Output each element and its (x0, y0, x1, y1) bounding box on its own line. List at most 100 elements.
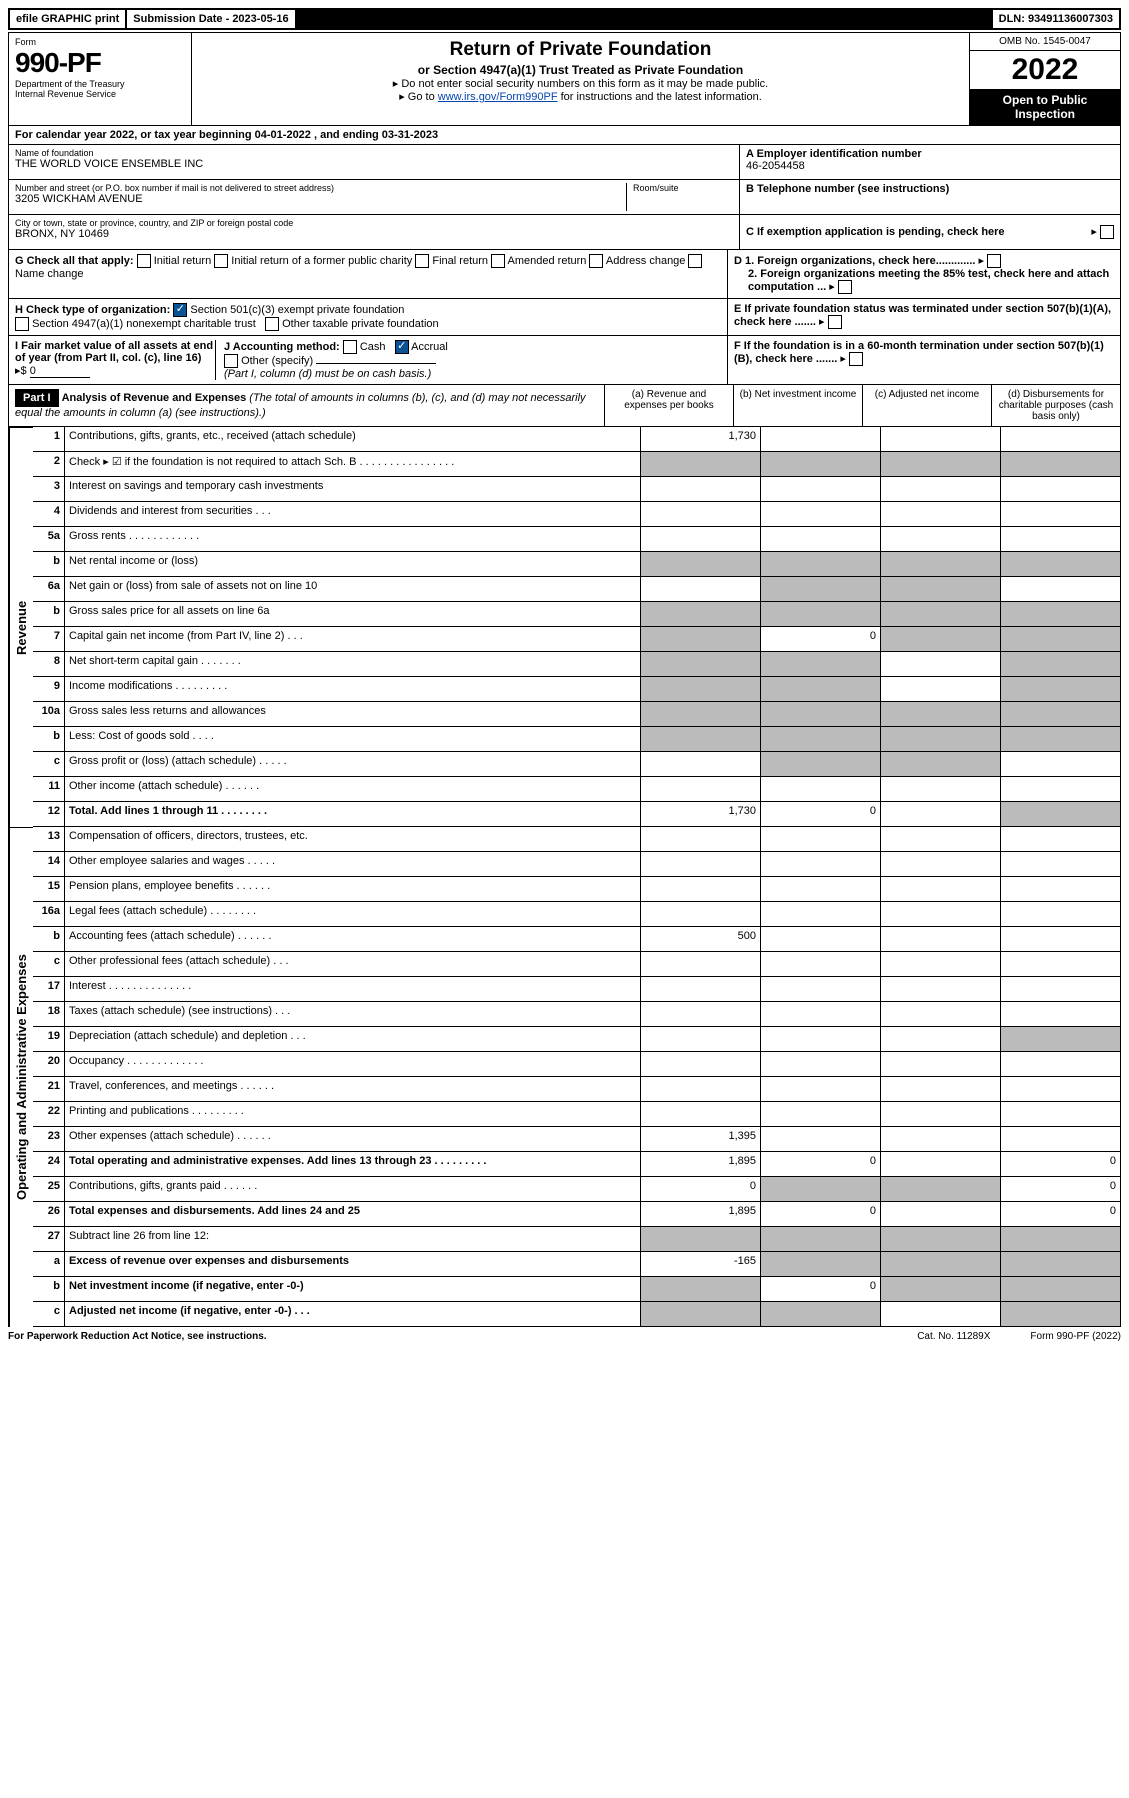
cell-d: 0 (1001, 1152, 1121, 1177)
foundation-name: THE WORLD VOICE ENSEMBLE INC (15, 158, 733, 170)
e-label: E If private foundation status was termi… (734, 303, 1111, 328)
cell-c (881, 552, 1001, 577)
cell-d: 0 (1001, 1177, 1121, 1202)
cell-d (1001, 527, 1121, 552)
g-option-checkbox[interactable] (589, 254, 603, 268)
h-501c3-checkbox[interactable]: ✓ (173, 303, 187, 317)
g-option-checkbox[interactable] (491, 254, 505, 268)
cell-a: 500 (641, 927, 761, 952)
line-description: Legal fees (attach schedule) . . . . . .… (65, 902, 641, 927)
j-accrual-checkbox[interactable]: ✓ (395, 340, 409, 354)
j-cash-checkbox[interactable] (343, 340, 357, 354)
line-description: Dividends and interest from securities .… (65, 502, 641, 527)
form-number: 990-PF (15, 47, 185, 79)
cell-c (881, 977, 1001, 1002)
city-state-zip: BRONX, NY 10469 (15, 228, 733, 240)
cell-c (881, 1127, 1001, 1152)
line-number: 11 (33, 777, 65, 802)
h-4947-checkbox[interactable] (15, 317, 29, 331)
g-option-checkbox[interactable] (688, 254, 702, 268)
line-number: 14 (33, 852, 65, 877)
g-option-checkbox[interactable] (214, 254, 228, 268)
line-number: 21 (33, 1077, 65, 1102)
cell-b (761, 577, 881, 602)
line-number: 7 (33, 627, 65, 652)
calendar-year: For calendar year 2022, or tax year begi… (8, 126, 1121, 145)
line-number: 19 (33, 1027, 65, 1052)
cell-c (881, 1302, 1001, 1327)
g-label: G Check all that apply: (15, 255, 134, 267)
line-number: 23 (33, 1127, 65, 1152)
line-description: Excess of revenue over expenses and disb… (65, 1252, 641, 1277)
cell-b (761, 952, 881, 977)
cell-d (1001, 752, 1121, 777)
cell-a (641, 1002, 761, 1027)
part1-header: Part I Analysis of Revenue and Expenses … (8, 385, 1121, 427)
line-description: Interest on savings and temporary cash i… (65, 477, 641, 502)
line-description: Total. Add lines 1 through 11 . . . . . … (65, 802, 641, 827)
line-number: 12 (33, 802, 65, 827)
line-number: 26 (33, 1202, 65, 1227)
pending-checkbox[interactable] (1100, 225, 1114, 239)
cell-a (641, 452, 761, 477)
cell-d (1001, 427, 1121, 452)
f-checkbox[interactable] (849, 352, 863, 366)
cell-a: 1,395 (641, 1127, 761, 1152)
line-number: c (33, 752, 65, 777)
d1-checkbox[interactable] (987, 254, 1001, 268)
line-number: 20 (33, 1052, 65, 1077)
col-b-header: (b) Net investment income (733, 385, 862, 426)
cell-d (1001, 627, 1121, 652)
cell-b (761, 1052, 881, 1077)
cell-a (641, 877, 761, 902)
city-label: City or town, state or province, country… (15, 218, 733, 228)
d1-label: D 1. Foreign organizations, check here..… (734, 255, 975, 267)
line-description: Other employee salaries and wages . . . … (65, 852, 641, 877)
form-subtitle: or Section 4947(a)(1) Trust Treated as P… (200, 63, 961, 77)
cell-d (1001, 902, 1121, 927)
line-number: 22 (33, 1102, 65, 1127)
line-description: Occupancy . . . . . . . . . . . . . (65, 1052, 641, 1077)
irs-link[interactable]: www.irs.gov/Form990PF (438, 91, 558, 103)
line-description: Printing and publications . . . . . . . … (65, 1102, 641, 1127)
cell-d (1001, 1002, 1121, 1027)
cell-a (641, 1227, 761, 1252)
cell-d (1001, 702, 1121, 727)
cell-a: 1,895 (641, 1202, 761, 1227)
efile-label[interactable]: efile GRAPHIC print (10, 10, 125, 28)
cell-c (881, 627, 1001, 652)
entity-info: Name of foundation THE WORLD VOICE ENSEM… (8, 145, 1121, 250)
part1-label: Part I (15, 389, 59, 407)
line-description: Net investment income (if negative, ente… (65, 1277, 641, 1302)
cell-b (761, 502, 881, 527)
cell-c (881, 602, 1001, 627)
top-bar: efile GRAPHIC print Submission Date - 20… (8, 8, 1121, 30)
cell-d (1001, 852, 1121, 877)
cell-a (641, 1102, 761, 1127)
cell-a (641, 777, 761, 802)
cell-a: -165 (641, 1252, 761, 1277)
j-other-checkbox[interactable] (224, 354, 238, 368)
d2-checkbox[interactable] (838, 280, 852, 294)
g-option-checkbox[interactable] (137, 254, 151, 268)
cell-a (641, 502, 761, 527)
cell-b: 0 (761, 1277, 881, 1302)
line-number: 10a (33, 702, 65, 727)
cell-c (881, 477, 1001, 502)
cell-b (761, 1102, 881, 1127)
line-description: Accounting fees (attach schedule) . . . … (65, 927, 641, 952)
cell-d (1001, 1102, 1121, 1127)
cell-d (1001, 577, 1121, 602)
form-label: Form (15, 37, 185, 47)
cell-b (761, 977, 881, 1002)
cell-d (1001, 827, 1121, 852)
fmv-value: 0 (30, 365, 90, 378)
h-other-checkbox[interactable] (265, 317, 279, 331)
line-number: b (33, 1277, 65, 1302)
g-option-checkbox[interactable] (415, 254, 429, 268)
cell-b (761, 877, 881, 902)
line-number: 1 (33, 427, 65, 452)
cell-b (761, 1127, 881, 1152)
e-checkbox[interactable] (828, 315, 842, 329)
cell-d (1001, 452, 1121, 477)
